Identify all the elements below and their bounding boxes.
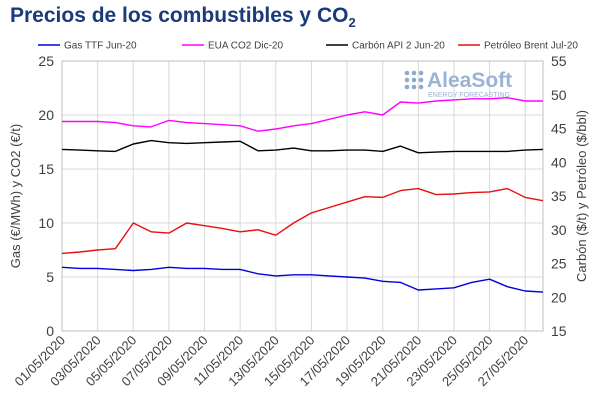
y-right-tick-label: 30	[551, 222, 567, 238]
aleasoft-logo: AleaSoft ENERGY FORECASTING	[404, 69, 512, 99]
plot-border	[61, 60, 544, 332]
logo-brand: AleaSoft	[427, 69, 512, 92]
chart-title-main: Precios de los combustibles y CO	[10, 4, 349, 27]
chart-title-subscript: 2	[348, 15, 356, 31]
y-right-tick-label: 45	[551, 121, 567, 137]
series-line-carb-n-api-2-jun-20	[61, 139, 544, 154]
y-right-tick-label: 35	[551, 188, 567, 204]
y-axis-right-label: Carbón ($/t) y Petróleo ($/bbl)	[574, 110, 589, 282]
legend-label: Gas TTF Jun-20	[64, 41, 137, 52]
logo-icon	[404, 70, 424, 90]
legend-label: EUA CO2 Dic-20	[208, 41, 283, 52]
y-axis-left-label: Gas (€/MWh) y CO2 (€/t)	[8, 124, 23, 268]
y-axis-right: 15 20 25 30 35 40 45 50 55	[551, 53, 567, 339]
y-left-tick-label: 10	[38, 215, 54, 231]
y-right-tick-label: 50	[551, 87, 567, 103]
y-left-tick-label: 20	[38, 107, 54, 123]
y-left-tick-label: 15	[38, 161, 54, 177]
plot-frame	[61, 60, 544, 332]
y-left-tick-label: 0	[46, 323, 54, 339]
x-axis: 01/05/202003/05/202005/05/202007/05/2020…	[11, 333, 531, 390]
y-right-tick-label: 25	[551, 256, 567, 272]
y-right-tick-label: 15	[551, 323, 567, 339]
legend-label: Petróleo Brent Jul-20	[484, 41, 578, 52]
logo-tagline: ENERGY FORECASTING	[428, 92, 510, 99]
y-left-tick-label: 5	[46, 269, 54, 285]
series-lines	[61, 96, 544, 293]
chart-title: Precios de los combustibles y CO2	[10, 4, 356, 30]
series-line-eua-co2-dic-20	[62, 96, 543, 132]
grid	[61, 60, 543, 332]
series-line-gas-ttf-jun-20	[61, 266, 544, 293]
series-line-petr-leo-brent-jul-20	[61, 187, 544, 255]
y-axis-left: 0 5 10 15 20 25	[38, 53, 54, 339]
legend: Gas TTF Jun-20 EUA CO2 Dic-20 Carbón API 2…	[38, 41, 578, 52]
y-left-tick-label: 25	[38, 53, 54, 69]
y-right-tick-label: 40	[551, 154, 567, 170]
legend-label: Carbón API 2 Jun-20	[352, 41, 445, 52]
y-right-tick-label: 20	[551, 289, 567, 305]
y-right-tick-label: 55	[551, 53, 567, 69]
